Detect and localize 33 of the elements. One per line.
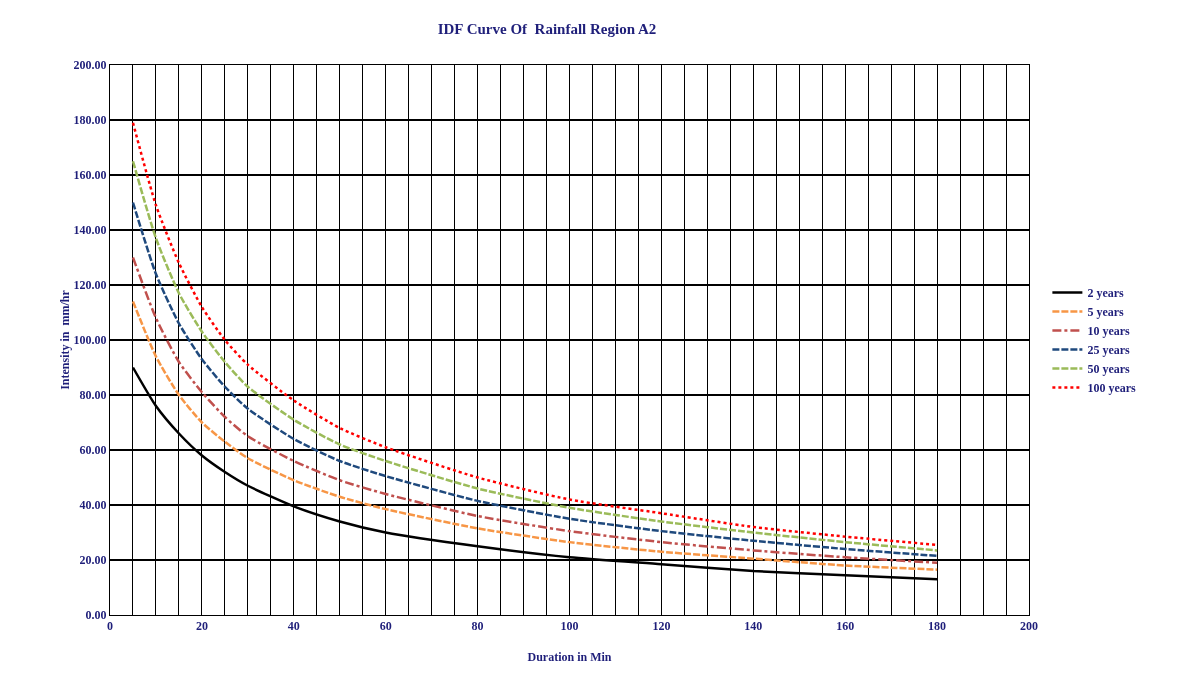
x-tick-label: 80 (471, 619, 484, 634)
y-tick-label: 120.00 (73, 278, 107, 293)
y-tick-label: 40.00 (79, 498, 107, 513)
y-tick-label: 180.00 (73, 113, 107, 128)
legend-label: 10 years (1087, 324, 1131, 339)
x-tick-label: 0 (107, 619, 113, 634)
legend-label: 5 years (1087, 305, 1125, 320)
x-axis-title: Duration in Min (527, 650, 612, 664)
legend-label: 2 years (1087, 286, 1125, 301)
y-tick-label: 0.00 (85, 608, 107, 623)
y-tick-label: 200.00 (73, 58, 107, 73)
x-tick-label: 140 (744, 619, 763, 634)
y-tick-label: 80.00 (79, 388, 107, 403)
x-tick-label: 200 (1020, 619, 1038, 634)
x-tick-label: 180 (928, 619, 947, 634)
x-tick-label: 60 (379, 619, 392, 634)
y-tick-label: 100.00 (73, 333, 107, 348)
x-tick-label: 160 (836, 619, 855, 634)
y-tick-label: 140.00 (73, 223, 107, 238)
y-tick-label: 20.00 (79, 553, 107, 568)
y-tick-label: 60.00 (79, 443, 107, 458)
y-axis-title: Intensity in mm/hr (57, 289, 72, 390)
x-tick-label: 120 (652, 619, 671, 634)
x-tick-label: 40 (287, 619, 300, 634)
legend-label: 25 years (1087, 343, 1131, 358)
legend-label: 100 years (1087, 381, 1137, 396)
legend-label: 50 years (1087, 362, 1131, 377)
line-series (131, 256, 939, 564)
line-series (131, 300, 939, 571)
x-tick-label: 20 (195, 619, 208, 634)
x-tick-label: 100 (560, 619, 579, 634)
chart-title: IDF Curve Of Rainfall Region A2 (437, 21, 657, 38)
y-tick-label: 160.00 (73, 168, 107, 183)
